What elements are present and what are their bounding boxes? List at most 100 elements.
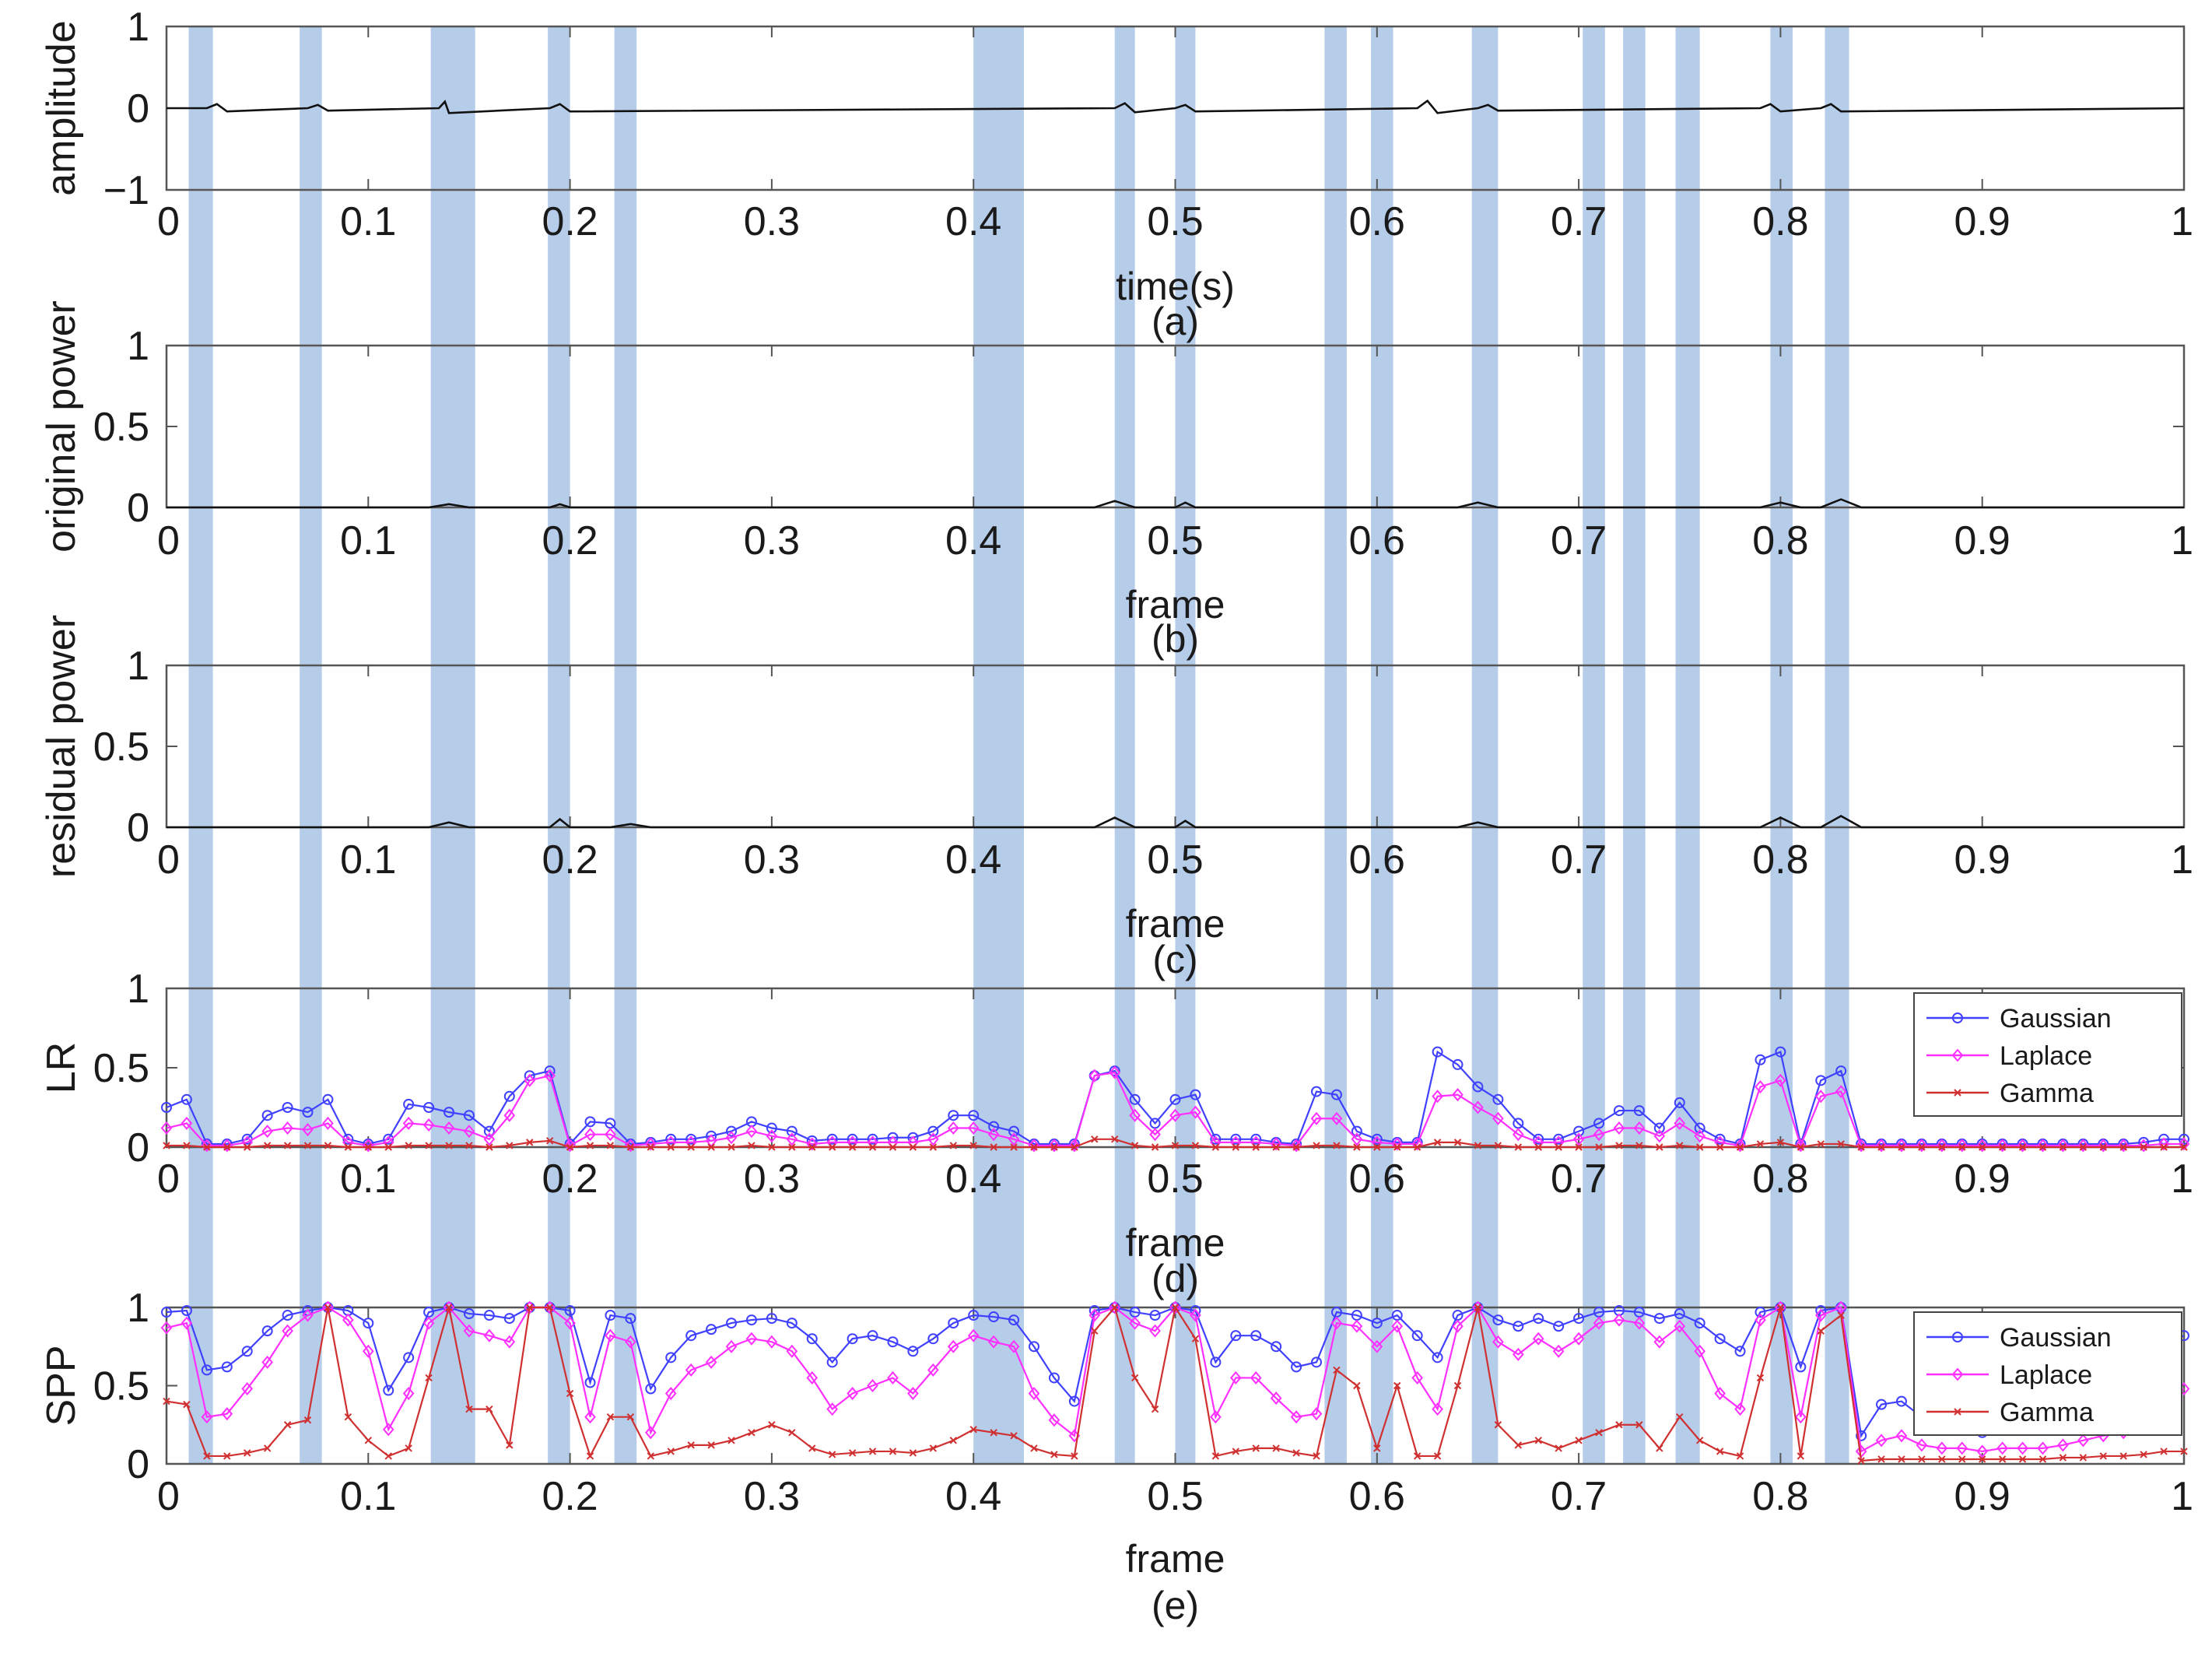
data-point <box>685 1133 697 1145</box>
data-point <box>786 1132 798 1146</box>
data-point <box>1109 1300 1121 1314</box>
data-point <box>1775 1046 1786 1058</box>
data-point <box>847 1333 858 1345</box>
data-point <box>443 1300 455 1314</box>
data-point <box>927 1125 939 1137</box>
data-point <box>322 1300 334 1314</box>
y-tick-label: 0 <box>127 86 149 132</box>
data-point <box>223 1452 231 1460</box>
data-point <box>1918 1143 1926 1151</box>
data-point <box>181 1116 193 1130</box>
data-point <box>947 1121 959 1135</box>
series-signal <box>167 99 2185 114</box>
data-point <box>1573 1313 1585 1325</box>
x-tick-label: 0.5 <box>1147 518 1203 563</box>
data-point <box>1532 1332 1544 1346</box>
data-point <box>1956 1139 1968 1153</box>
y-tick-label: 1 <box>127 644 149 689</box>
data-point <box>1091 1327 1099 1335</box>
data-point <box>1534 1143 1542 1151</box>
x-tick-label: 0.8 <box>1752 199 1808 244</box>
data-point <box>1837 1140 1845 1148</box>
data-point <box>1191 1142 1200 1149</box>
x-tick-label: 0.2 <box>542 1156 598 1202</box>
data-point <box>1252 1444 1260 1452</box>
x-tick-label: 0.6 <box>1349 837 1405 883</box>
x-tick-label: 0.7 <box>1551 518 1607 563</box>
shade-band-11 <box>1471 26 1499 1464</box>
data-point <box>1371 1133 1383 1145</box>
data-point <box>1776 1304 1785 1311</box>
data-point <box>383 1385 394 1396</box>
data-point <box>1653 1335 1666 1349</box>
data-point <box>626 1413 635 1421</box>
data-point <box>201 1410 213 1424</box>
x-tick-label: 0.9 <box>1954 199 2010 244</box>
legend-label: Gamma <box>2000 1079 2094 1108</box>
data-point <box>826 1133 838 1145</box>
data-point <box>786 1125 798 1137</box>
data-point <box>969 1142 977 1149</box>
data-point <box>606 1142 615 1149</box>
data-point <box>584 1410 596 1424</box>
data-point <box>1472 1100 1484 1114</box>
x-tick-label: 0.3 <box>744 1156 800 1202</box>
data-point <box>1656 1143 1663 1151</box>
data-point <box>302 1123 314 1137</box>
data-point <box>707 1441 715 1449</box>
data-point <box>987 1128 1000 1142</box>
data-point <box>303 1142 312 1149</box>
data-point <box>1010 1143 1018 1151</box>
y-tick-label: 0 <box>127 1442 149 1487</box>
data-point <box>1593 1316 1605 1330</box>
data-point <box>1091 1135 1099 1143</box>
data-point <box>1472 1081 1484 1093</box>
data-point <box>606 1413 615 1421</box>
data-point <box>1432 1090 1443 1104</box>
data-point <box>1694 1122 1705 1134</box>
data-point <box>987 1335 1000 1349</box>
data-point <box>1330 1111 1343 1125</box>
data-point <box>949 1437 957 1444</box>
shade-band-13 <box>1623 26 1646 1464</box>
data-point <box>526 1139 534 1146</box>
data-point <box>1936 1139 1948 1153</box>
data-point <box>584 1116 596 1128</box>
data-point <box>503 1335 516 1349</box>
data-point <box>564 1305 576 1317</box>
legend-marker <box>1954 1408 1961 1416</box>
data-point <box>1978 1455 1986 1463</box>
data-point <box>605 1328 616 1342</box>
data-point <box>1492 1335 1504 1349</box>
data-point <box>1149 1310 1161 1321</box>
shade-band-9 <box>1324 26 1347 1464</box>
data-point <box>506 1441 514 1449</box>
data-point <box>1674 1097 1685 1108</box>
data-point <box>483 1310 495 1321</box>
shade-band-5 <box>614 26 637 1464</box>
data-point <box>342 1133 354 1145</box>
data-point <box>1978 1143 1986 1151</box>
x-tick-label: 0.7 <box>1551 1474 1607 1519</box>
x-tick-label: 0.8 <box>1752 1474 1808 1519</box>
data-point <box>786 1344 798 1358</box>
data-point <box>283 1142 292 1149</box>
x-tick-label: 1 <box>2171 837 2193 883</box>
panel-caption: (c) <box>1152 938 1197 981</box>
x-tick-label: 0 <box>157 837 180 883</box>
data-point <box>828 1143 836 1151</box>
series-gamma <box>163 1135 2188 1151</box>
data-point <box>181 1093 192 1105</box>
data-point <box>788 1429 796 1437</box>
x-tick-label: 0.4 <box>945 199 1001 244</box>
x-tick-label: 0.7 <box>1551 1156 1607 1202</box>
data-point <box>685 1330 697 1342</box>
data-point <box>1351 1319 1363 1333</box>
data-point <box>2037 1441 2049 1455</box>
data-point <box>221 1139 233 1153</box>
x-tick-label: 0.2 <box>542 518 598 563</box>
data-point <box>1271 1341 1282 1353</box>
data-point <box>405 1444 412 1452</box>
x-tick-label: 0 <box>157 199 180 244</box>
data-point <box>203 1452 211 1460</box>
